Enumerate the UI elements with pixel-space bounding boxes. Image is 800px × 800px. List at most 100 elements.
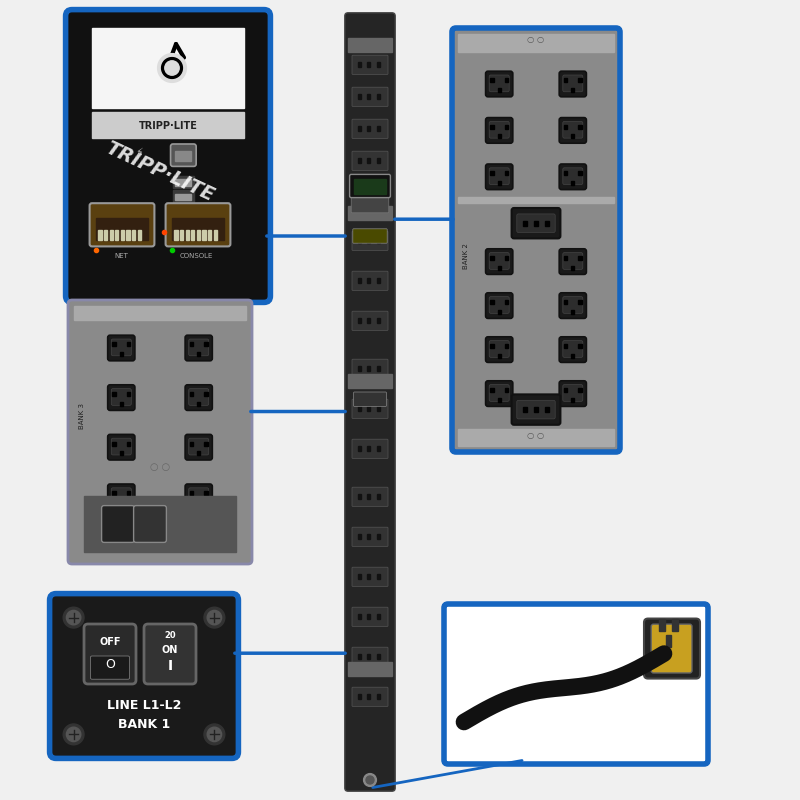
Bar [367, 534, 370, 539]
FancyBboxPatch shape [486, 293, 513, 318]
Bar [490, 171, 494, 175]
Bar [564, 344, 567, 348]
Bar [358, 406, 361, 411]
Bar [127, 392, 130, 396]
Bar [158, 533, 162, 538]
Bar [358, 126, 361, 131]
Circle shape [66, 610, 81, 625]
FancyBboxPatch shape [68, 300, 252, 564]
FancyBboxPatch shape [490, 253, 510, 270]
Bar [172, 218, 224, 240]
FancyBboxPatch shape [559, 118, 586, 143]
FancyBboxPatch shape [562, 122, 583, 138]
Circle shape [63, 607, 84, 628]
Circle shape [165, 61, 179, 75]
FancyBboxPatch shape [490, 385, 510, 402]
Bar [98, 230, 102, 240]
Bar [490, 78, 494, 82]
Bar [367, 278, 370, 283]
Bar [348, 206, 392, 220]
Bar [358, 654, 361, 659]
FancyBboxPatch shape [352, 55, 388, 74]
Bar [367, 238, 370, 243]
Circle shape [66, 727, 81, 742]
Text: ○ ○: ○ ○ [150, 462, 170, 472]
Bar [505, 344, 508, 348]
FancyBboxPatch shape [512, 394, 560, 425]
Text: NET: NET [114, 254, 129, 259]
Bar [534, 221, 538, 226]
Bar [367, 494, 370, 499]
Bar [115, 230, 118, 240]
Bar [358, 366, 361, 371]
Bar [104, 230, 107, 240]
Bar [377, 614, 380, 619]
FancyBboxPatch shape [352, 231, 388, 250]
Bar [659, 618, 665, 630]
Bar [377, 446, 380, 451]
FancyBboxPatch shape [108, 385, 135, 410]
Bar [377, 654, 380, 659]
Bar [546, 407, 550, 412]
Bar [571, 88, 574, 92]
Bar [571, 181, 574, 185]
Bar [505, 78, 508, 82]
Text: ON: ON [162, 645, 178, 654]
Bar [571, 398, 574, 402]
Bar [377, 694, 380, 699]
FancyBboxPatch shape [562, 385, 583, 402]
Bar [672, 618, 678, 630]
Bar [505, 300, 508, 304]
FancyBboxPatch shape [352, 311, 388, 330]
FancyBboxPatch shape [562, 75, 583, 92]
FancyBboxPatch shape [350, 174, 390, 198]
FancyBboxPatch shape [90, 656, 130, 679]
Bar [127, 491, 130, 495]
Bar [208, 230, 211, 240]
FancyBboxPatch shape [138, 526, 182, 545]
FancyBboxPatch shape [559, 337, 586, 362]
FancyBboxPatch shape [102, 506, 134, 542]
Bar [120, 451, 123, 455]
Bar [190, 392, 193, 396]
FancyBboxPatch shape [486, 337, 513, 362]
Bar [113, 392, 116, 396]
Bar [490, 388, 494, 392]
Text: BANK 2: BANK 2 [462, 243, 469, 269]
Bar [132, 230, 135, 240]
Bar [498, 134, 501, 138]
Bar [666, 634, 671, 646]
Text: O: O [105, 658, 115, 670]
Bar [127, 442, 130, 446]
Bar [490, 300, 494, 304]
FancyBboxPatch shape [562, 341, 583, 358]
Bar [367, 94, 370, 99]
Bar [377, 94, 380, 99]
Bar [180, 230, 183, 240]
Bar [358, 238, 361, 243]
Bar [523, 221, 526, 226]
Text: OFF: OFF [99, 637, 121, 646]
Bar [120, 402, 123, 406]
FancyBboxPatch shape [486, 164, 513, 190]
Bar [578, 344, 582, 348]
FancyBboxPatch shape [352, 439, 388, 458]
Bar [523, 407, 526, 412]
FancyBboxPatch shape [562, 168, 583, 185]
FancyBboxPatch shape [559, 164, 586, 190]
Bar [367, 694, 370, 699]
Bar [578, 78, 582, 82]
FancyBboxPatch shape [486, 118, 513, 143]
Bar [377, 62, 380, 67]
Text: I: I [167, 658, 173, 673]
Bar [377, 406, 380, 411]
FancyBboxPatch shape [111, 389, 131, 406]
Bar [358, 278, 361, 283]
Bar [190, 442, 193, 446]
Bar [358, 94, 361, 99]
Bar [147, 533, 151, 538]
Bar [367, 158, 370, 163]
Bar [564, 78, 567, 82]
Bar [367, 654, 370, 659]
Bar [358, 190, 361, 195]
